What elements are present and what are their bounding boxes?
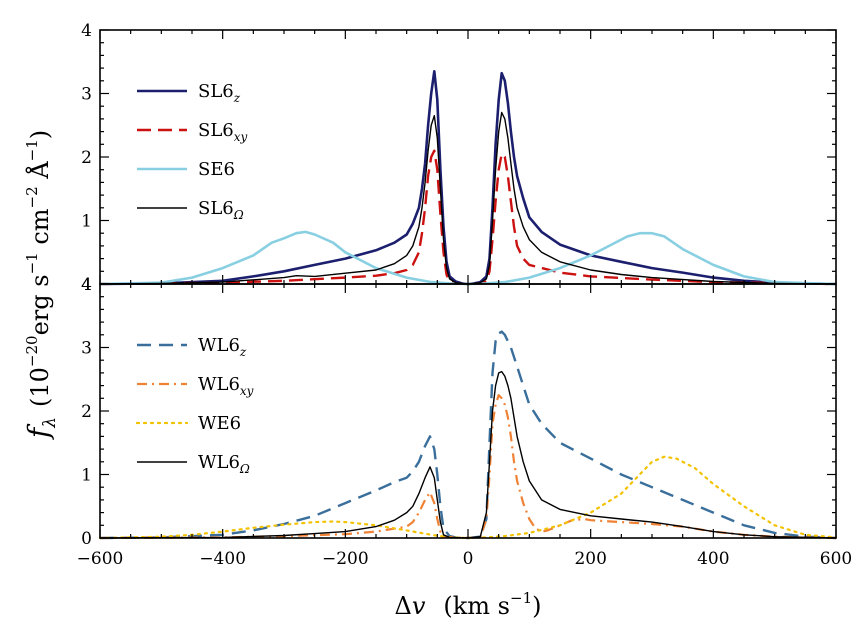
bottom-xtick-label: −400 xyxy=(199,549,246,569)
bottom-xtick-label: 400 xyxy=(697,549,729,569)
y-axis-label-exp4: −1 xyxy=(23,139,41,161)
top-legend-label: SL6Ω xyxy=(198,198,244,222)
bottom-legend-label: WL6z xyxy=(198,335,247,359)
top-ytick-label: 3 xyxy=(81,85,92,105)
bottom-legend: WL6z WL6xy WE6 WL6Ω xyxy=(135,335,254,476)
top-ytick-label: 2 xyxy=(81,148,92,168)
top-plot-frame xyxy=(99,29,837,285)
bottom-ytick-label: 0 xyxy=(81,529,92,549)
y-axis-label: fλ(10−20erg s−1 cm−2 Å−1) xyxy=(22,130,60,440)
y-axis-label-open: (10 xyxy=(26,367,54,407)
bottom-ytick-label: 4 xyxy=(81,275,92,295)
top-ytick-label: 1 xyxy=(81,212,92,232)
bottom-legend-label: WE6 xyxy=(198,413,241,434)
bottom-legend-label: WL6xy xyxy=(198,374,254,398)
y-axis-label-exp3: −2 xyxy=(23,186,41,208)
bottom-series-wl6-z-line xyxy=(99,330,837,540)
bottom-series-group xyxy=(98,330,838,540)
top-ytick-label: 4 xyxy=(81,21,92,41)
y-axis-label-mid3: Å xyxy=(25,161,54,187)
x-axis-label: Δv (km s−1) xyxy=(394,589,541,620)
y-axis-label-mid1: erg s xyxy=(26,274,54,335)
bottom-series-wl6--line xyxy=(99,370,837,539)
top-legend-label: SE6 xyxy=(198,159,235,180)
x-axis-label-v: v xyxy=(412,592,426,620)
bottom-ytick-label: 3 xyxy=(81,339,92,359)
bottom-xtick-label: −600 xyxy=(77,549,124,569)
y-axis-label-exp1: −20 xyxy=(23,335,41,367)
top-legend-label: SL6xy xyxy=(198,120,248,144)
bottom-xtick-label: 600 xyxy=(820,549,852,569)
bottom-series-wl6-xy-line xyxy=(99,394,837,540)
bottom-plot-frame xyxy=(99,283,837,539)
y-axis-label-mid2: cm xyxy=(26,208,54,252)
bottom-xtick-label: 0 xyxy=(463,549,474,569)
bottom-ytick-label: 1 xyxy=(81,466,92,486)
panel-bottom: 0 1 2 3 4 −600 −400 −200 0 200 400 600 WL6z WL6xy WE6… xyxy=(77,275,853,569)
y-axis-label-exp2: −1 xyxy=(23,252,41,274)
bottom-legend-label: WL6Ω xyxy=(198,452,250,476)
bottom-xtick-label: −200 xyxy=(322,549,369,569)
bottom-ticks-group: 0 1 2 3 4 −600 −400 −200 0 200 400 600 xyxy=(77,275,853,569)
top-ytick-label: 4 xyxy=(81,275,92,295)
x-axis-label-exp: −1 xyxy=(510,589,532,607)
top-legend-label: SL6z xyxy=(198,81,241,105)
panel-top: 4 1 2 3 4 SL6z SL6xy SE6 SL6Ω xyxy=(81,21,837,295)
x-axis-label-units: (km s xyxy=(443,592,510,620)
bottom-xtick-label: 200 xyxy=(574,549,606,569)
y-axis-label-f-sub: λ xyxy=(40,417,60,429)
bottom-ytick-label: 2 xyxy=(81,402,92,422)
x-axis-label-close: ) xyxy=(532,592,541,620)
top-legend: SL6z SL6xy SE6 SL6Ω xyxy=(137,81,248,222)
y-axis-label-close: ) xyxy=(26,130,54,139)
x-axis-label-delta: Δ xyxy=(394,592,411,620)
top-ticks-group: 4 1 2 3 4 xyxy=(81,21,837,295)
